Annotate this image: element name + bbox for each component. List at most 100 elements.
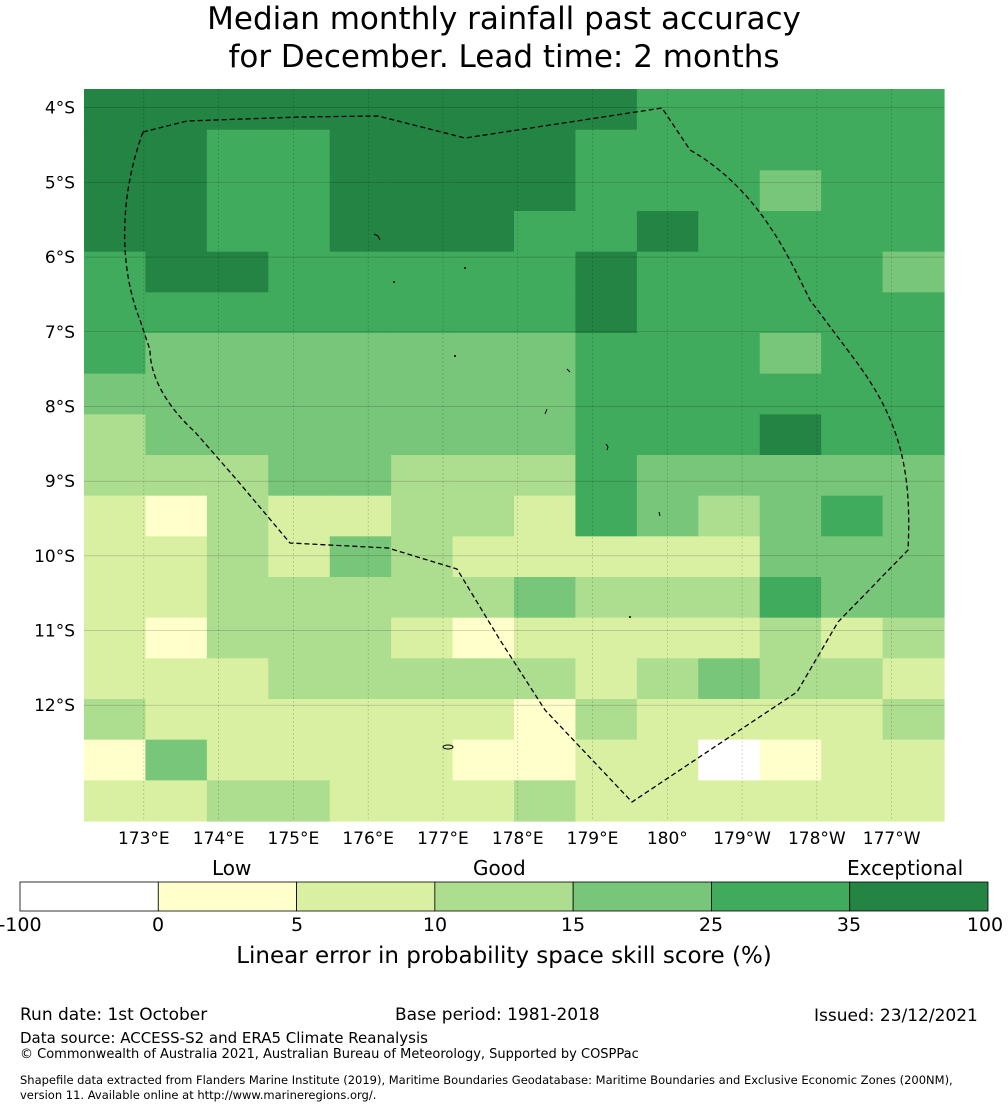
skill-cell bbox=[759, 617, 822, 659]
tick-label: 35 bbox=[836, 914, 862, 936]
skill-cell bbox=[882, 455, 945, 497]
skill-cell bbox=[206, 414, 269, 456]
skill-cell bbox=[514, 617, 577, 659]
skill-cell bbox=[452, 211, 515, 253]
skill-cell bbox=[821, 536, 884, 578]
skill-cell bbox=[391, 89, 454, 131]
skill-cell bbox=[636, 739, 699, 781]
skill-cell bbox=[636, 373, 699, 415]
skill-cell bbox=[452, 536, 515, 578]
skill-cell bbox=[391, 495, 454, 537]
skill-cell bbox=[882, 211, 945, 253]
skill-cell bbox=[452, 89, 515, 131]
skill-cell bbox=[206, 699, 269, 741]
data-source: Data source: ACCESS-S2 and ERA5 Climate … bbox=[20, 1029, 428, 1047]
lon-label: 177°W bbox=[863, 829, 921, 849]
skill-cell bbox=[391, 211, 454, 253]
skill-cell bbox=[391, 292, 454, 334]
skill-cell bbox=[821, 89, 884, 131]
skill-cell bbox=[391, 170, 454, 212]
skill-cell bbox=[268, 129, 331, 171]
skill-cell bbox=[636, 577, 699, 619]
skill-cell bbox=[698, 536, 761, 578]
issued-date: Issued: 23/12/2021 bbox=[814, 1006, 978, 1026]
colorbar-segment bbox=[849, 881, 989, 912]
colorbar-segment bbox=[296, 881, 436, 912]
lon-label: 177°E bbox=[417, 829, 469, 849]
tick-label: 5 bbox=[290, 914, 304, 936]
skill-cell bbox=[636, 495, 699, 537]
skill-cells bbox=[84, 89, 945, 822]
skill-cell bbox=[268, 495, 331, 537]
lat-label: 11°S bbox=[34, 622, 75, 642]
skill-cell bbox=[391, 129, 454, 171]
graticule bbox=[84, 89, 944, 821]
skill-cell bbox=[391, 414, 454, 456]
skill-cell bbox=[391, 577, 454, 619]
skill-cell bbox=[145, 251, 208, 293]
skill-cell bbox=[329, 211, 392, 253]
skill-cell bbox=[84, 739, 147, 781]
chart-title: Median monthly rainfall past accuracy fo… bbox=[0, 0, 1008, 76]
skill-cell bbox=[84, 780, 147, 822]
skill-cell bbox=[759, 455, 822, 497]
tick-label: 10 bbox=[422, 914, 448, 936]
skill-cell bbox=[206, 780, 269, 822]
skill-cell bbox=[759, 373, 822, 415]
skill-cell bbox=[145, 170, 208, 212]
skill-cell bbox=[575, 251, 638, 293]
skill-cell bbox=[698, 89, 761, 131]
skill-cell bbox=[145, 658, 208, 700]
skill-cell bbox=[575, 536, 638, 578]
skill-cell bbox=[882, 536, 945, 578]
latitude-labels: 4°S 5°S 6°S 7°S 8°S 9°S 10°S 11°S 12°S bbox=[34, 99, 75, 717]
skill-cell bbox=[575, 658, 638, 700]
skill-cell bbox=[145, 495, 208, 537]
skill-cell bbox=[329, 333, 392, 375]
skill-cell bbox=[698, 780, 761, 822]
lon-label: 175°E bbox=[268, 829, 320, 849]
skill-cell bbox=[268, 658, 331, 700]
skill-cell bbox=[329, 129, 392, 171]
skill-cell bbox=[206, 170, 269, 212]
skill-cell bbox=[329, 658, 392, 700]
skill-cell bbox=[636, 699, 699, 741]
skill-cell bbox=[882, 414, 945, 456]
skill-cell bbox=[206, 373, 269, 415]
skill-cell bbox=[452, 251, 515, 293]
skill-cell bbox=[882, 699, 945, 741]
lat-label: 7°S bbox=[45, 323, 75, 343]
colorbar-title: Linear error in probability space skill … bbox=[236, 943, 772, 969]
skill-cell bbox=[329, 170, 392, 212]
skill-cell bbox=[84, 699, 147, 741]
skill-cell bbox=[636, 658, 699, 700]
skill-cell bbox=[882, 333, 945, 375]
shapefile-credit-line-2: version 11. Available online at http://w… bbox=[20, 1088, 377, 1102]
skill-cell bbox=[759, 170, 822, 212]
skill-cell bbox=[514, 292, 577, 334]
tick-label: 25 bbox=[698, 914, 724, 936]
skill-cell bbox=[575, 617, 638, 659]
skill-cell bbox=[206, 211, 269, 253]
colorbar bbox=[19, 881, 989, 912]
lon-label: 174°E bbox=[193, 829, 245, 849]
skill-cell bbox=[84, 617, 147, 659]
skill-cell bbox=[575, 780, 638, 822]
skill-cell bbox=[821, 658, 884, 700]
skill-cell bbox=[206, 577, 269, 619]
skill-cell bbox=[821, 251, 884, 293]
skill-cell bbox=[452, 414, 515, 456]
colorbar-segment bbox=[711, 881, 851, 912]
lat-label: 12°S bbox=[34, 696, 75, 716]
skill-cell bbox=[206, 333, 269, 375]
skill-cell bbox=[206, 129, 269, 171]
skill-cell bbox=[329, 414, 392, 456]
skill-cell bbox=[882, 170, 945, 212]
skill-cell bbox=[391, 780, 454, 822]
skill-cell bbox=[206, 89, 269, 131]
skill-cell bbox=[636, 617, 699, 659]
skill-cell bbox=[759, 699, 822, 741]
skill-cell bbox=[84, 333, 147, 375]
lon-label: 178°W bbox=[788, 829, 846, 849]
skill-cell bbox=[821, 617, 884, 659]
